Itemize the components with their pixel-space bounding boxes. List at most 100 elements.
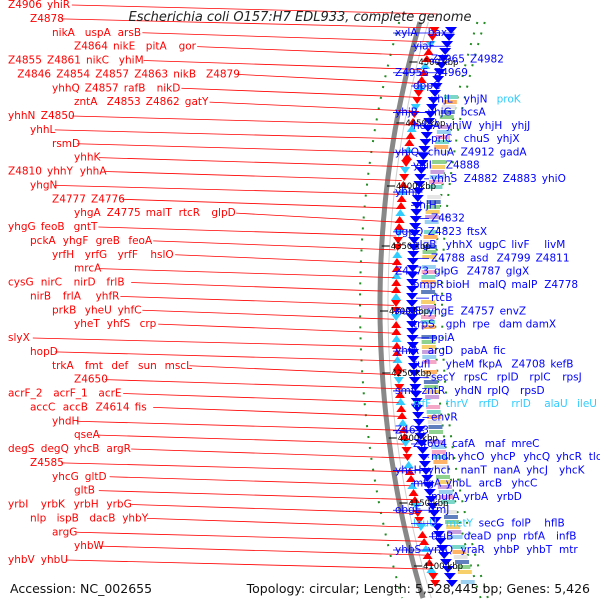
forward-gene-arrow [404, 139, 415, 146]
gene-label-yhgF: yhgF [63, 235, 89, 247]
gene-label-yhcP: yhcP [490, 451, 515, 463]
gene-label-nikC: nikC [86, 55, 109, 67]
left-connector-line [104, 379, 398, 390]
forward-gene-arrow [419, 538, 430, 545]
gene-label-yhbY: yhbY [122, 512, 149, 524]
cog-category-block [421, 340, 436, 344]
forward-gene-arrow [426, 566, 437, 573]
reverse-gene-arrow [406, 258, 419, 265]
cog-category-block [423, 380, 438, 384]
cog-category-block [430, 170, 445, 174]
cog-category-block [421, 305, 435, 309]
left-connector-line [131, 282, 395, 292]
gene-label-yhhQ: yhhQ [52, 82, 80, 94]
forward-gene-arrow [391, 265, 402, 272]
gene-label-yrbD: yrbD [497, 491, 522, 503]
reverse-gene-arrow [409, 384, 422, 391]
gene-label-rrfF: rrfF [413, 398, 431, 410]
gene-label-nikA: nikA [52, 27, 76, 39]
cog-category-block [422, 355, 437, 359]
gene-label-cafA: cafA [452, 438, 476, 450]
cog-category-block [437, 125, 452, 129]
gene-label-slyX: slyX [8, 332, 30, 344]
reverse-gene-arrow [445, 580, 458, 587]
cog-category-block [440, 110, 455, 114]
forward-gene-arrow [407, 482, 418, 489]
reverse-gene-arrow [420, 132, 433, 139]
map-title: Escherichia coli O157:H7 EDL933, complet… [128, 10, 472, 25]
cog-category-block [422, 255, 437, 259]
cog-category-block [435, 135, 450, 139]
reverse-gene-arrow [406, 265, 419, 272]
cog-category-block [443, 515, 458, 519]
gene-label-rrlD: rrlD [511, 398, 530, 410]
gene-label-Z4853: Z4853 [107, 96, 141, 108]
reverse-gene-arrow [406, 342, 419, 349]
forward-gene-arrow [403, 461, 414, 468]
cog-category-block [442, 100, 457, 104]
gene-label-mrcA: mrcA [74, 263, 102, 275]
forward-gene-arrow [396, 405, 407, 412]
gene-label-infB: infB [556, 531, 576, 543]
gene-label-arcB: arcB [479, 478, 503, 490]
tick-group: 4500 kbp 4450 kbp 4400 kbp 4350 kbp 4300 kbp… [380, 58, 463, 572]
forward-gene-arrow [393, 237, 404, 244]
cog-category-block [424, 390, 439, 394]
gene-label-def: def [111, 360, 128, 372]
gene-label-trkA: trkA [52, 360, 75, 372]
reverse-gene-arrow [416, 160, 429, 167]
reverse-gene-arrow [441, 566, 454, 573]
gene-label-feoA: feoA [128, 235, 153, 247]
forward-gene-arrow [400, 167, 411, 174]
reverse-gene-arrow [419, 139, 432, 146]
forward-gene-arrow [417, 531, 428, 538]
gene-label-rpsJ: rpsJ [562, 372, 582, 384]
forward-gene-arrow [392, 349, 403, 356]
gene-label-Z4864: Z4864 [74, 41, 108, 53]
gene-label-chuS: chuS [464, 133, 490, 145]
cog-category-block [451, 545, 466, 549]
forward-gene-arrow [406, 125, 417, 132]
gene-label-fic: fic [493, 345, 506, 357]
gene-label-rbfA: rbfA [523, 531, 546, 543]
gene-label-yrfH: yrfH [52, 249, 74, 261]
gene-label-yhhL: yhhL [30, 124, 56, 136]
tick-label: 4100 kbp [423, 562, 463, 572]
gene-label-yhjH: yhjH [413, 199, 437, 211]
gene-label-yhiW: yhiW [446, 120, 473, 132]
gene-label-secG: secG [479, 517, 505, 529]
left-connector-line [158, 323, 395, 334]
left-connector-line [32, 337, 395, 348]
gene-label-tufl: tufl [413, 358, 430, 370]
gene-label-nirB: nirB [30, 290, 51, 302]
gene-label-pabA: pabA [461, 345, 489, 357]
cog-category-block [457, 570, 472, 574]
gene-label-acrF_2: acrF_2 [8, 388, 43, 400]
forward-gene-arrow [394, 391, 405, 398]
gene-label-yhbT: yhbT [526, 544, 553, 556]
forward-gene-arrow [397, 412, 408, 419]
reverse-gene-arrow [432, 76, 445, 83]
gene-label-Z4650: Z4650 [74, 374, 108, 386]
gene-label-ileU: ileU [577, 398, 597, 410]
gene-label-mdh: mdh [431, 451, 455, 463]
forward-gene-arrow [400, 440, 411, 447]
forward-gene-arrow [393, 370, 404, 377]
cog-category-block [433, 460, 448, 464]
reverse-gene-arrow [420, 468, 433, 475]
gene-label-mtr: mtr [559, 544, 578, 556]
gene-label-yhcB: yhcB [74, 443, 100, 455]
gene-label-Z4614: Z4614 [96, 401, 130, 413]
gene-label-yheU: yheU [85, 304, 112, 316]
gene-label-Z4878: Z4878 [30, 13, 64, 25]
forward-gene-arrow [423, 48, 434, 55]
gene-label-kefB: kefB [550, 358, 573, 370]
cog-category-block [453, 555, 468, 559]
forward-gene-arrow [415, 83, 426, 90]
reverse-gene-arrow [406, 279, 419, 286]
gene-label-yhiM: yhiM [119, 55, 144, 67]
tick-label: 4150 kbp [408, 499, 448, 509]
forward-gene-arrow [408, 118, 419, 125]
gene-label-yhhK: yhhK [74, 152, 102, 164]
reverse-gene-arrow [417, 454, 430, 461]
